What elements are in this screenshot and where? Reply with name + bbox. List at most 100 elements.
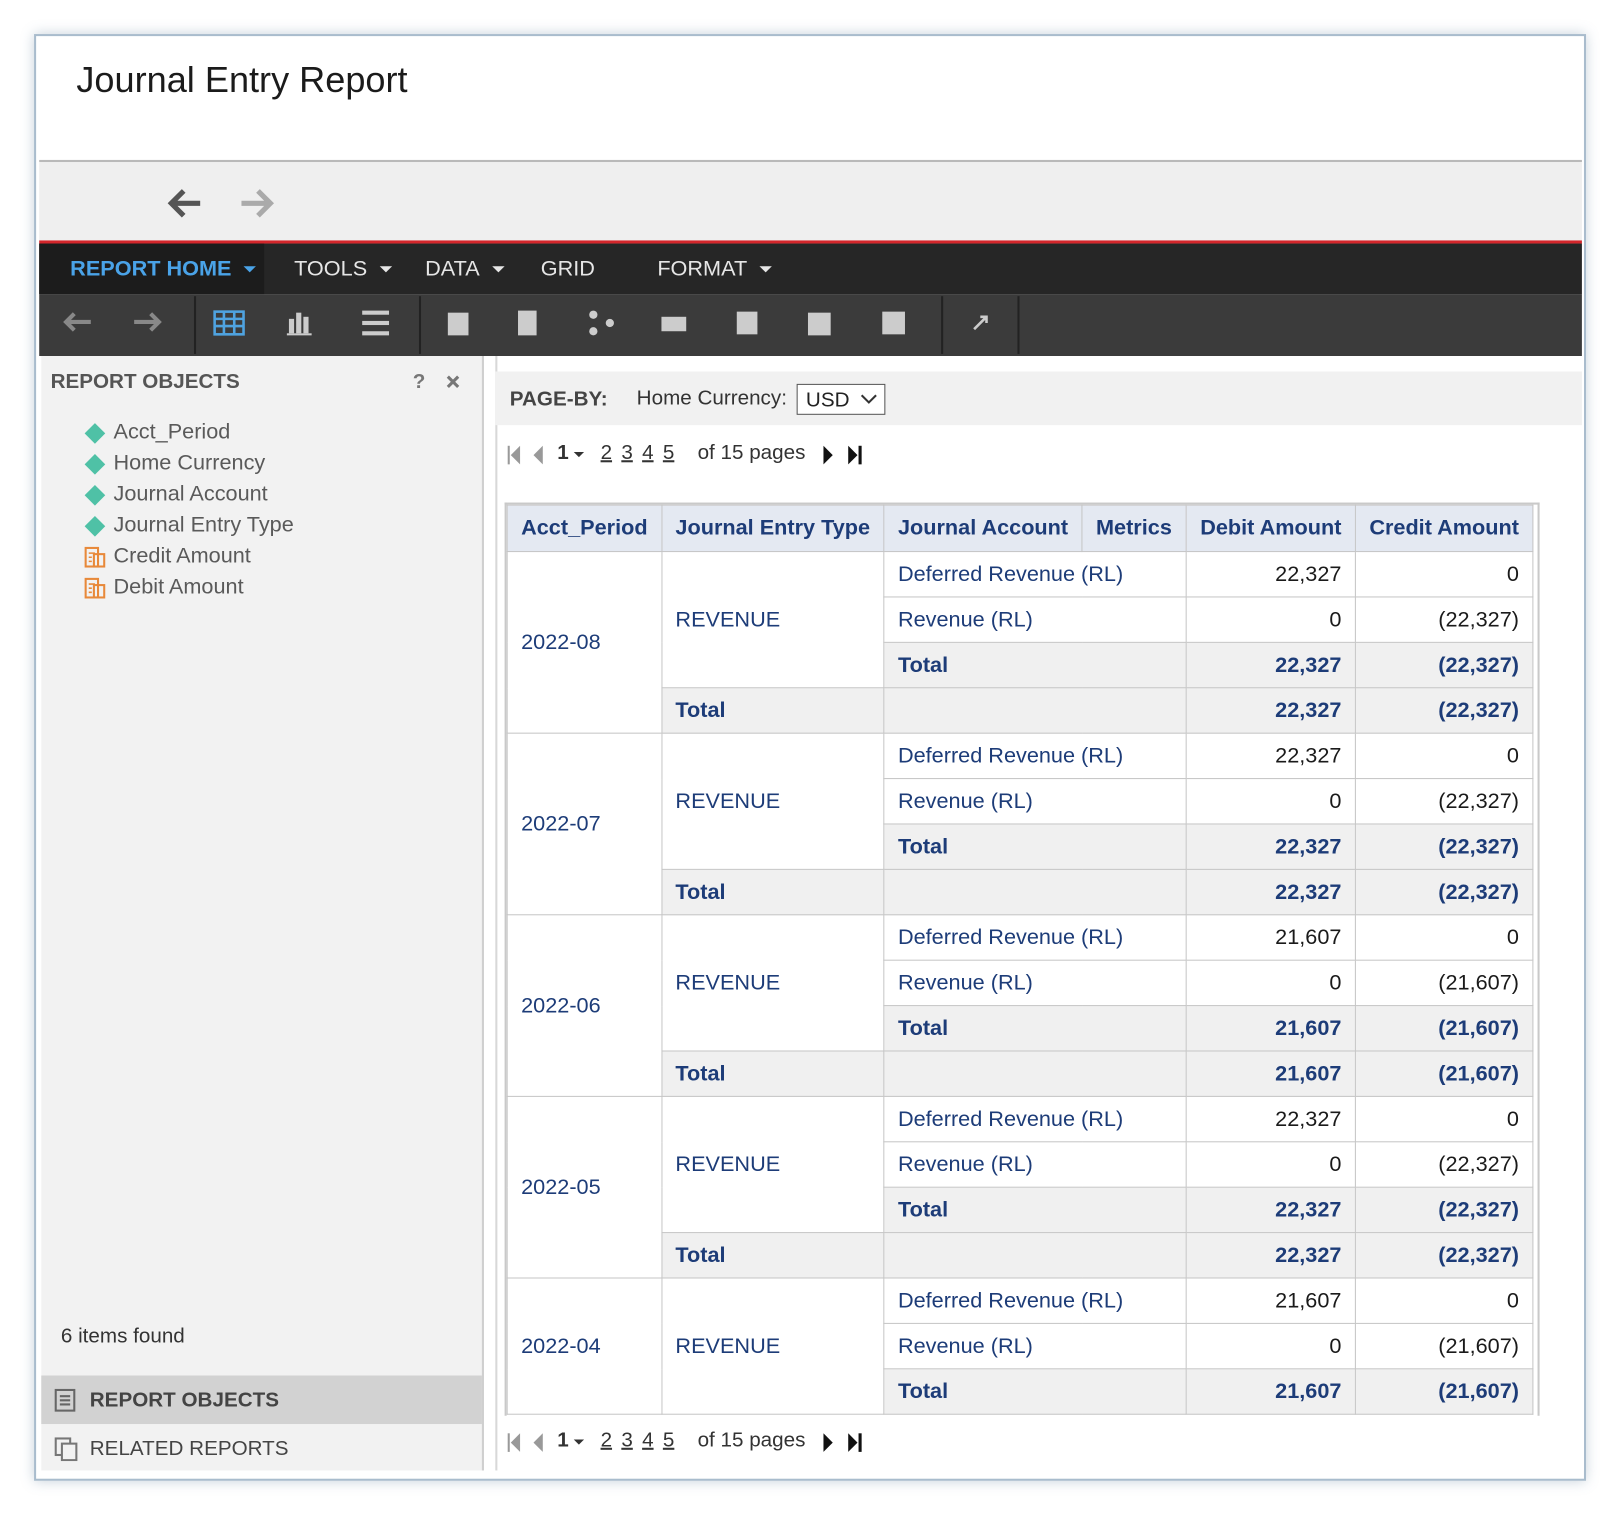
page-link[interactable]: 3 [621,442,632,465]
total-label: Total [884,1006,1186,1051]
report-object[interactable]: Debit Amount [114,575,244,600]
total-credit: (22,327) [1355,1187,1533,1232]
nav-bar [39,160,1582,243]
column-header: Debit Amount [1186,505,1355,551]
data-row: 2022-04REVENUEDeferred Revenue (RL)21,60… [507,1278,1533,1323]
total-label: Total [661,1233,884,1278]
total-debit: 22,327 [1186,642,1355,687]
page-link[interactable]: 2 [601,1429,612,1452]
period-total-row: Total22,327(22,327) [507,869,1533,914]
account-cell: Revenue (RL) [884,597,1186,642]
items-count: 6 items found [61,1325,185,1349]
type-cell: REVENUE [661,915,884,1051]
menu-label: DATA [425,257,480,281]
menu-item[interactable]: GRID [541,244,595,295]
total-debit: 22,327 [1186,824,1355,869]
header-row: Acct_PeriodJournal Entry TypeJournal Acc… [507,505,1533,551]
total-label: Total [661,1051,884,1096]
data-row: 2022-07REVENUEDeferred Revenue (RL)22,32… [507,733,1533,778]
currency-select[interactable]: USD [797,384,886,415]
page-link[interactable]: 5 [663,442,674,465]
debit-cell: 0 [1186,779,1355,824]
page-link[interactable]: 2 [601,442,612,465]
help-button[interactable]: ? [413,370,426,394]
tab-label: REPORT OBJECTS [90,1389,279,1413]
menu-item[interactable]: DATA [425,244,504,295]
pager-current[interactable]: 1 [557,442,568,466]
metric-icon [83,545,108,570]
pager-next[interactable] [821,1431,873,1456]
account-cell: Revenue (RL) [884,779,1186,824]
debit-cell: 21,607 [1186,1278,1355,1323]
panel-title: REPORT OBJECTS [51,370,240,394]
debit-cell: 22,327 [1186,1096,1355,1141]
report-object[interactable]: Credit Amount [114,544,251,569]
page-by-field: Home Currency: [637,387,787,411]
credit-cell: 0 [1355,733,1533,778]
total-credit: (22,327) [1355,642,1533,687]
period-cell: 2022-07 [507,733,661,915]
total-label: Total [884,1187,1186,1232]
total-credit: (22,327) [1355,688,1533,733]
pager-pages: 2345 [601,442,684,466]
page-link[interactable]: 4 [642,1429,653,1452]
column-header: Acct_Period [507,505,661,551]
period-total-row: Total22,327(22,327) [507,688,1533,733]
tab[interactable]: RELATED REPORTS [41,1426,482,1470]
report-object[interactable]: Home Currency [114,451,266,476]
period-cell: 2022-04 [507,1278,661,1414]
report-object[interactable]: Journal Entry Type [114,513,294,538]
menu-label: TOOLS [294,257,367,281]
total-credit: (22,327) [1355,869,1533,914]
pager-total: of 15 pages [698,1429,806,1453]
data-row: 2022-06REVENUEDeferred Revenue (RL)21,60… [507,915,1533,960]
tab-label: RELATED REPORTS [90,1437,289,1461]
total-label: Total [884,1369,1186,1414]
column-header: Journal Entry Type [661,505,884,551]
debit-cell: 0 [1186,1323,1355,1368]
page-link[interactable]: 5 [663,1429,674,1452]
credit-cell: (22,327) [1355,597,1533,642]
pager-prev[interactable] [506,444,558,469]
nav-arrows[interactable] [163,183,277,224]
toolbar [39,294,1582,356]
report-object[interactable]: Journal Account [114,482,268,507]
column-header: Credit Amount [1355,505,1533,551]
page-link[interactable]: 4 [642,442,653,465]
pager-prev[interactable] [506,1431,558,1456]
column-header: Metrics [1082,505,1186,551]
period-cell: 2022-06 [507,915,661,1097]
menu-item[interactable]: REPORT HOME [70,244,256,295]
object-name: Home Currency [114,451,266,475]
pager-current[interactable]: 1 [557,1429,568,1453]
object-name: Journal Account [114,482,268,506]
page-link[interactable]: 3 [621,1429,632,1452]
menu-item[interactable]: FORMAT [657,244,772,295]
metric-icon [83,576,108,601]
report-title: Journal Entry Report [76,60,407,101]
pager-caret [574,1440,584,1445]
debit-cell: 0 [1186,597,1355,642]
tab-active[interactable]: REPORT OBJECTS [41,1376,482,1424]
type-cell: REVENUE [661,552,884,688]
period-total-row: Total21,607(21,607) [507,1051,1533,1096]
account-cell: Deferred Revenue (RL) [884,1096,1186,1141]
account-cell: Revenue (RL) [884,960,1186,1005]
pager-next[interactable] [821,444,873,469]
credit-cell: (21,607) [1355,960,1533,1005]
select-value: USD [806,389,850,413]
toolbar-icons[interactable] [39,294,1071,356]
report-objects-panel: REPORT OBJECTS ? 6 items found REPORT OB… [41,356,484,1470]
credit-cell: 0 [1355,552,1533,597]
menu-label: REPORT HOME [70,257,231,281]
report-object[interactable]: Acct_Period [114,420,231,445]
close-button[interactable] [446,375,460,389]
total-label: Total [884,642,1186,687]
menu-item[interactable]: TOOLS [294,244,392,295]
total-label: Total [661,869,884,914]
period-cell: 2022-08 [507,552,661,734]
total-debit: 21,607 [1186,1369,1355,1414]
total-credit: (22,327) [1355,1233,1533,1278]
